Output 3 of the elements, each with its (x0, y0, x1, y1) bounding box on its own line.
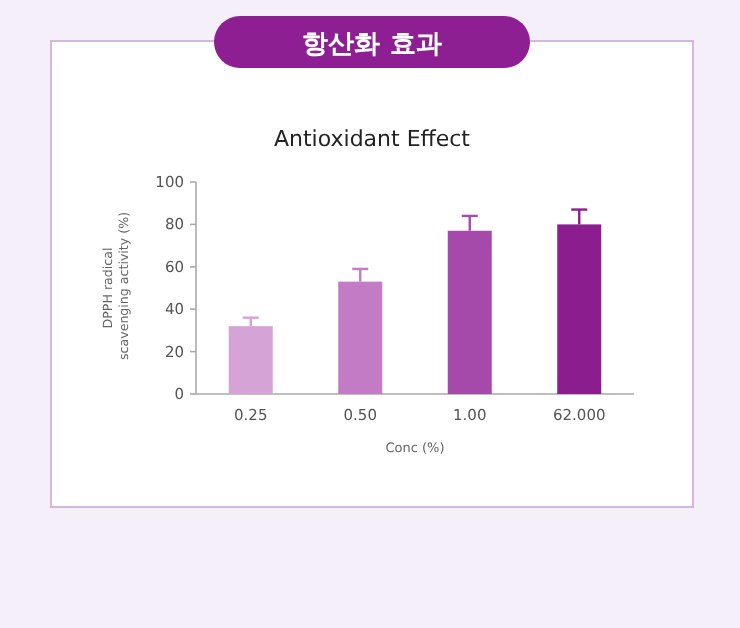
bar (228, 326, 273, 394)
chart-subtitle: Antioxidant Effect (274, 126, 472, 152)
chart-title: 항산화 효과 (302, 30, 442, 60)
